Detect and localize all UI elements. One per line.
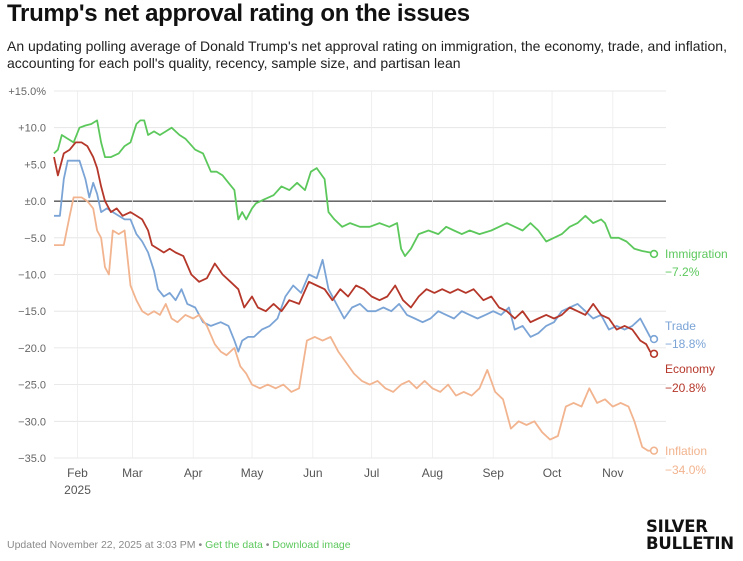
x-tick-sublabel: 2025 xyxy=(64,483,91,497)
trade-series-line xyxy=(54,159,655,353)
y-tick-label: −10.0 xyxy=(18,270,46,282)
trade-end-marker xyxy=(649,334,659,344)
updated-timestamp: Updated November 22, 2025 at 3:03 PM xyxy=(7,539,196,551)
line-chart: +15.0% +10.0 +5.0 ±0.0 −5.0 −10.0 −15.0 −20.0 −2… xyxy=(8,86,728,497)
inflation-series-line xyxy=(54,196,654,452)
chart-title: Trump's net approval rating on the issue… xyxy=(7,0,470,27)
x-tick-label: Jul xyxy=(364,466,379,480)
economy-end-marker xyxy=(649,349,659,358)
x-tick-label: Apr xyxy=(184,466,203,480)
trade-series-label: Trade xyxy=(665,319,696,333)
silver-bulletin-logo: SILVER BULLETIN xyxy=(646,518,734,552)
immigration-series-line xyxy=(53,119,655,257)
y-tick-label: ±0.0 xyxy=(25,196,46,208)
footer-separator: • xyxy=(195,539,206,551)
y-tick-label: −5.0 xyxy=(24,233,46,245)
trade-end-value: −18.8% xyxy=(665,337,706,351)
y-tick-label: +15.0% xyxy=(8,86,46,98)
y-tick-label: −30.0 xyxy=(18,416,46,428)
x-tick-label: May xyxy=(241,466,264,480)
logo-line-2: BULLETIN xyxy=(646,534,734,553)
inflation-end-value: −34.0% xyxy=(665,463,706,477)
inflation-end-marker xyxy=(649,446,659,455)
x-tick-label: Nov xyxy=(602,466,623,480)
y-tick-label: +5.0 xyxy=(24,159,46,171)
y-tick-label: −35.0 xyxy=(18,453,46,465)
logo-line-1: SILVER xyxy=(646,517,708,536)
chart-subtitle: An updating polling average of Donald Tr… xyxy=(7,38,727,71)
x-tick-label: Sep xyxy=(483,466,505,480)
economy-end-value: −20.8% xyxy=(665,381,706,395)
inflation-series-label: Inflation xyxy=(665,444,707,458)
footer: Updated November 22, 2025 at 3:03 PM • G… xyxy=(7,539,351,551)
x-tick-label: Oct xyxy=(543,466,562,480)
economy-series-label: Economy xyxy=(665,362,715,376)
footer-separator: • xyxy=(262,539,273,551)
y-tick-label: +10.0 xyxy=(18,123,46,135)
x-tick-label: Aug xyxy=(422,466,443,480)
immigration-end-marker xyxy=(649,249,659,259)
economy-series-line xyxy=(53,141,655,355)
y-tick-label: −20.0 xyxy=(18,343,46,355)
x-tick-label: Jun xyxy=(303,466,322,480)
y-tick-label: −25.0 xyxy=(18,380,46,392)
x-tick-label: Feb xyxy=(67,466,88,480)
get-data-link[interactable]: Get the data xyxy=(205,539,263,551)
immigration-end-value: −7.2% xyxy=(665,265,700,279)
download-image-link[interactable]: Download image xyxy=(272,539,351,551)
x-tick-label: Mar xyxy=(122,466,143,480)
immigration-series-label: Immigration xyxy=(665,247,728,261)
y-tick-label: −15.0 xyxy=(18,306,46,318)
